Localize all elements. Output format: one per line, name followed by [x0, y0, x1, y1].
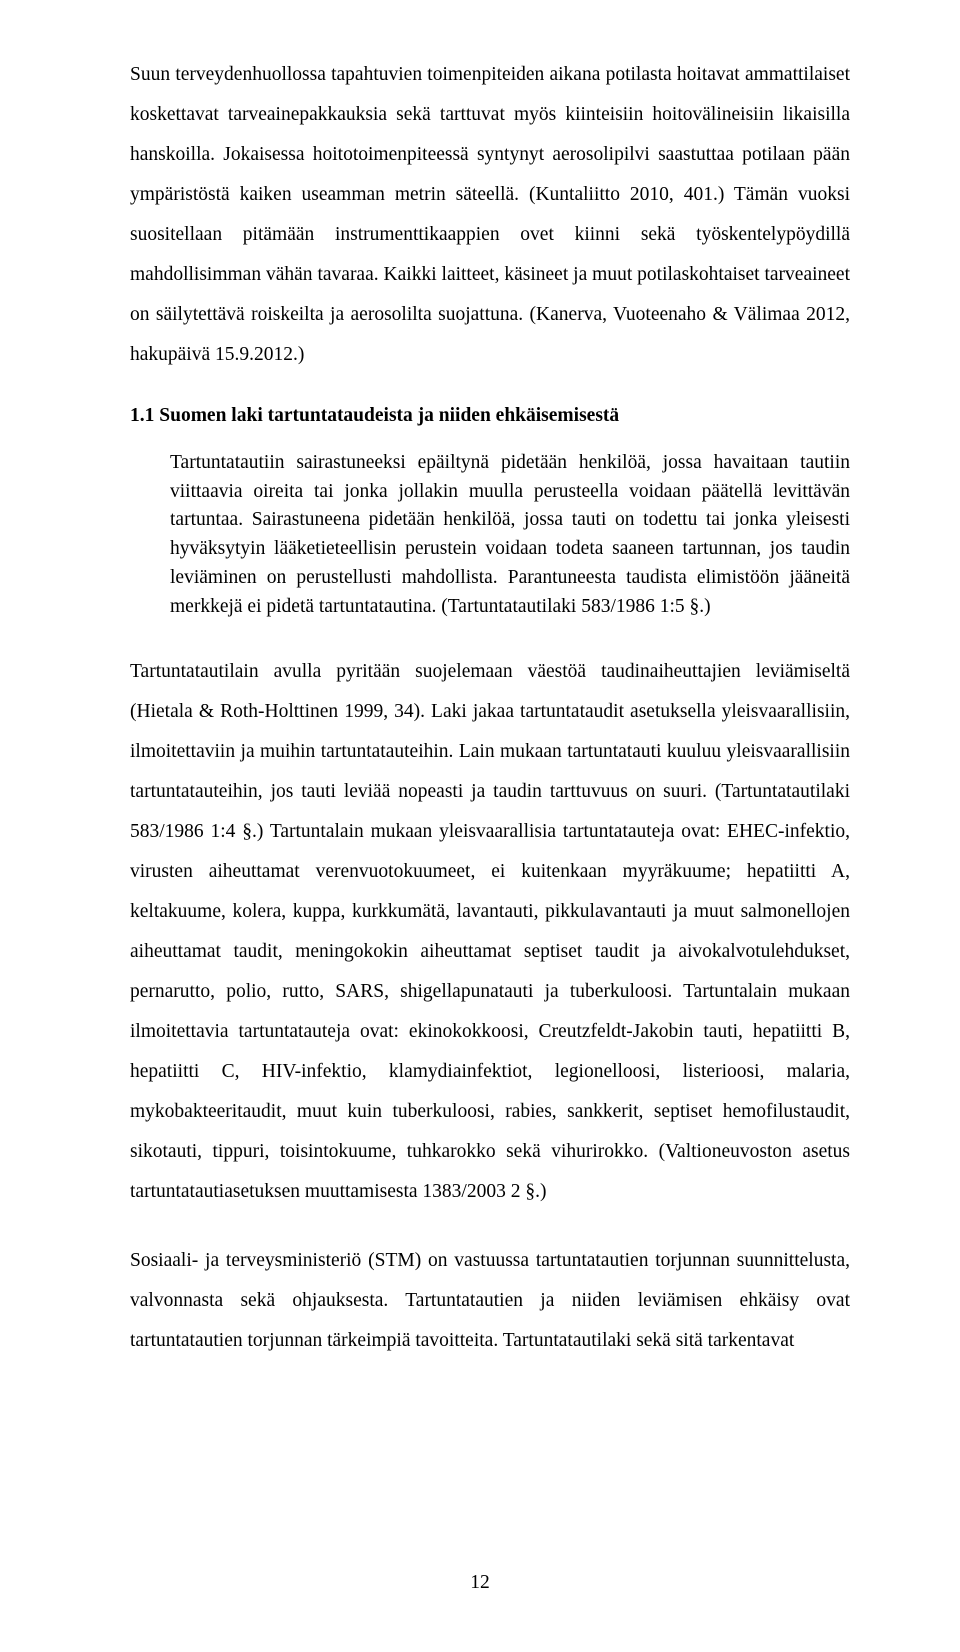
- document-page: Suun terveydenhuollossa tapahtuvien toim…: [0, 0, 960, 1652]
- paragraph-law-details: Tartuntatautilain avulla pyritään suojel…: [130, 652, 850, 1212]
- blockquote-definition: Tartuntatautiin sairastuneeksi epäiltynä…: [170, 449, 850, 622]
- paragraph-intro: Suun terveydenhuollossa tapahtuvien toim…: [130, 55, 850, 375]
- section-heading-1-1: 1.1 Suomen laki tartuntataudeista ja nii…: [130, 405, 850, 427]
- paragraph-ministry: Sosiaali- ja terveysministeriö (STM) on …: [130, 1241, 850, 1361]
- page-number: 12: [0, 1572, 960, 1594]
